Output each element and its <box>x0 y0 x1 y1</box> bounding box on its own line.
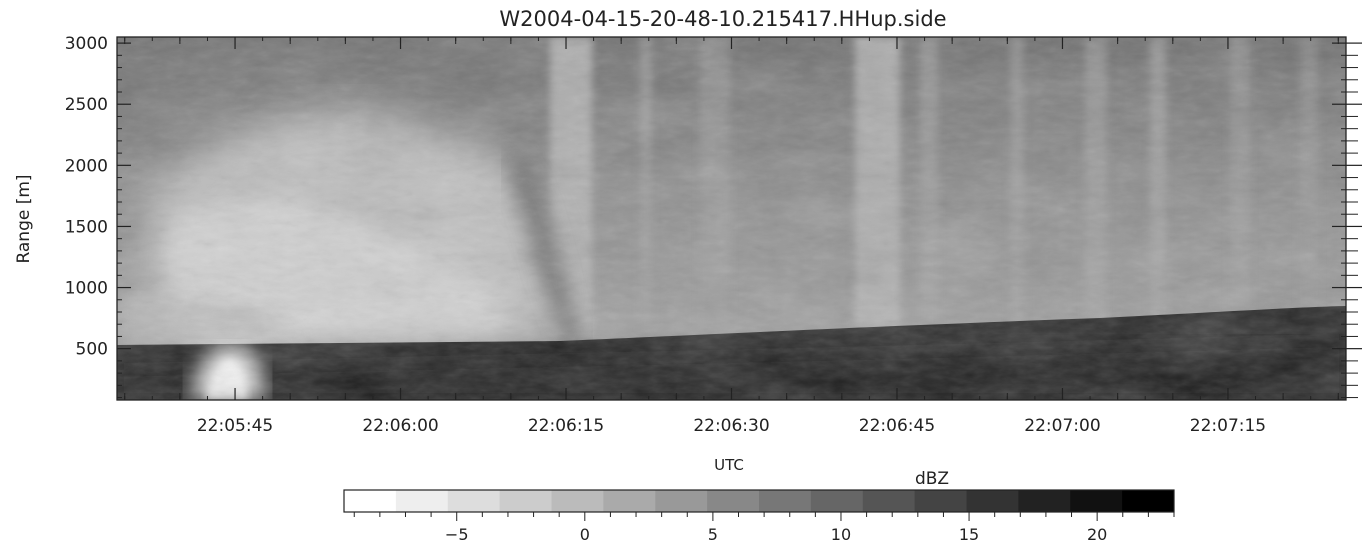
x-axis: 22:05:45 22:06:00 22:06:15 22:06:30 22:06:45… <box>124 37 1339 436</box>
colorbar-bin <box>966 490 1019 512</box>
x-tick-label: 22:06:15 <box>528 416 604 436</box>
x-tick-label: 22:06:00 <box>362 416 438 436</box>
x-axis-label: UTC <box>714 456 744 474</box>
colorbar-bin <box>344 490 397 512</box>
colorbar-bin <box>603 490 656 512</box>
x-tick-label: 22:07:15 <box>1190 416 1266 436</box>
colorbar-bin <box>1018 490 1071 512</box>
plot-area <box>117 37 1346 400</box>
colorbar-bin <box>499 490 552 512</box>
colorbar-label: dBZ <box>915 469 949 489</box>
x-tick-label: 22:05:45 <box>197 416 273 436</box>
colorbar-frame <box>343 489 1175 513</box>
y-tick-label: 1500 <box>65 217 108 237</box>
colorbar-bin <box>810 490 864 512</box>
chart-title: W2004-04-15-20-48-10.215417.HHup.side <box>499 7 946 31</box>
colorbar-tick-label: 0 <box>580 525 590 544</box>
colorbar-bin <box>447 490 501 512</box>
colorbar-tick-label: −5 <box>445 525 469 544</box>
colorbar-tick-label: 10 <box>831 525 851 544</box>
colorbar-bin <box>759 490 812 512</box>
y-axis-label: Range [m] <box>14 174 34 263</box>
texture-fine <box>117 37 1346 400</box>
y-tick-label: 500 <box>76 340 108 360</box>
y-tick-label: 2500 <box>65 95 108 115</box>
colorbar: −5 0 5 10 15 20 <box>343 489 1175 544</box>
x-tick-label: 22:06:45 <box>859 416 935 436</box>
colorbar-bin <box>914 490 967 512</box>
x-tick-label: 22:06:30 <box>693 416 769 436</box>
colorbar-bin <box>707 490 760 512</box>
colorbar-tick-label: 5 <box>708 525 718 544</box>
colorbar-bin <box>1070 490 1123 512</box>
colorbar-bin <box>551 490 604 512</box>
y-axis: 500 1000 1500 2000 2500 3000 <box>65 34 1362 399</box>
colorbar-bin <box>862 490 916 512</box>
y-tick-label: 3000 <box>65 34 108 54</box>
x-tick-label: 22:07:00 <box>1024 416 1100 436</box>
colorbar-bin <box>395 490 449 512</box>
colorbar-tick-label: 15 <box>959 525 979 544</box>
colorbar-bin <box>655 490 708 512</box>
y-tick-label: 2000 <box>65 156 108 176</box>
colorbar-tick-label: 20 <box>1087 525 1107 544</box>
colorbar-bin <box>1122 490 1175 512</box>
y-tick-label: 1000 <box>65 279 108 299</box>
